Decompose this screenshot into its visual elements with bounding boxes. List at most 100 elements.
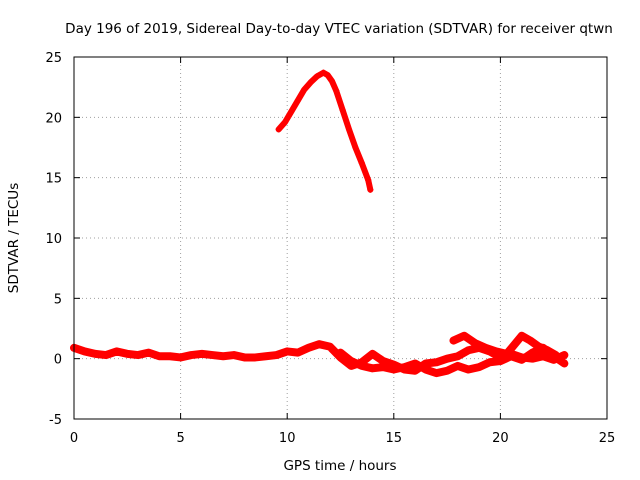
data-point xyxy=(401,364,408,371)
y-tick-label: -5 xyxy=(49,413,62,428)
series-late-arcs xyxy=(449,331,560,360)
data-point xyxy=(241,354,248,361)
axis-ticks: 0 5 10 15 20 25 -5 0 5 10 15 20 25 xyxy=(45,51,615,446)
data-point xyxy=(177,354,184,361)
data-point xyxy=(390,366,397,373)
data-point xyxy=(282,119,289,126)
x-axis-label: GPS time / hours xyxy=(283,458,396,474)
data-point xyxy=(497,358,504,365)
data-point xyxy=(433,370,440,377)
data-point xyxy=(230,352,237,359)
data-point xyxy=(188,352,195,359)
data-point xyxy=(307,79,314,86)
data-point xyxy=(346,126,353,133)
data-point xyxy=(369,350,376,357)
data-point xyxy=(273,352,280,359)
data-point xyxy=(220,353,227,360)
data-point xyxy=(412,367,419,374)
y-axis-label: SDTVAR / TECUs xyxy=(6,183,22,293)
data-point xyxy=(324,72,331,79)
data-point xyxy=(518,356,525,363)
series-low-band xyxy=(70,340,569,375)
data-point xyxy=(529,349,536,356)
data-point xyxy=(294,97,301,104)
data-point xyxy=(358,160,365,167)
x-tick-label: 0 xyxy=(70,431,78,446)
y-tick-label: 15 xyxy=(45,172,62,187)
data-point xyxy=(369,365,376,372)
data-point xyxy=(209,352,216,359)
data-point xyxy=(102,352,109,359)
data-point xyxy=(412,360,419,367)
data-point xyxy=(92,350,99,357)
data-point xyxy=(365,177,372,184)
data-point xyxy=(503,350,510,357)
data-point xyxy=(444,355,451,362)
x-tick-label: 5 xyxy=(176,431,184,446)
data-point xyxy=(275,126,282,133)
data-point xyxy=(326,343,333,350)
data-point xyxy=(544,347,551,354)
data-point xyxy=(540,353,547,360)
data-point xyxy=(301,86,308,93)
data-point xyxy=(252,354,259,361)
data-point xyxy=(328,78,335,85)
data-point xyxy=(134,352,141,359)
data-point xyxy=(288,108,295,115)
data-point xyxy=(305,344,312,351)
x-tick-label: 20 xyxy=(492,431,509,446)
data-point xyxy=(380,364,387,371)
data-point xyxy=(156,353,163,360)
data-point xyxy=(444,367,451,374)
chart-title: Day 196 of 2019, Sidereal Day-to-day VTE… xyxy=(65,21,613,37)
data-point xyxy=(433,359,440,366)
data-point xyxy=(367,186,374,193)
data-point xyxy=(358,362,365,369)
data-point xyxy=(527,337,534,344)
data-point xyxy=(198,350,205,357)
data-point xyxy=(465,347,472,354)
data-point xyxy=(294,349,301,356)
data-point xyxy=(333,87,340,94)
data-point xyxy=(422,366,429,373)
data-point xyxy=(518,332,525,339)
data-point xyxy=(81,348,88,355)
data-point xyxy=(320,69,327,76)
data-point xyxy=(113,348,120,355)
x-tick-label: 10 xyxy=(279,431,296,446)
data-point xyxy=(316,341,323,348)
data-point xyxy=(380,358,387,365)
data-point xyxy=(493,348,500,355)
data-point xyxy=(552,352,559,359)
y-tick-label: 10 xyxy=(45,232,62,247)
data-point xyxy=(284,348,291,355)
data-point xyxy=(337,349,344,356)
data-point xyxy=(471,339,478,346)
x-tick-label: 25 xyxy=(599,431,616,446)
data-point xyxy=(486,359,493,366)
data-point xyxy=(166,353,173,360)
series-trace xyxy=(336,343,569,378)
series-high-arc xyxy=(275,69,374,193)
data-layer xyxy=(70,69,569,378)
data-point xyxy=(535,343,542,350)
data-point xyxy=(561,360,568,367)
y-tick-label: 25 xyxy=(45,51,62,66)
data-point xyxy=(465,366,472,373)
data-point xyxy=(145,349,152,356)
y-tick-label: 20 xyxy=(45,111,62,126)
data-point xyxy=(124,350,131,357)
data-point xyxy=(561,352,568,359)
x-tick-label: 15 xyxy=(386,431,403,446)
data-point xyxy=(450,337,457,344)
data-point xyxy=(352,144,359,151)
data-point xyxy=(262,353,269,360)
data-point xyxy=(314,73,321,80)
data-point xyxy=(461,332,468,339)
data-point xyxy=(454,362,461,369)
data-point xyxy=(476,364,483,371)
y-tick-label: 0 xyxy=(54,353,62,368)
y-tick-label: 5 xyxy=(54,292,62,307)
data-point xyxy=(339,107,346,114)
data-point xyxy=(348,358,355,365)
